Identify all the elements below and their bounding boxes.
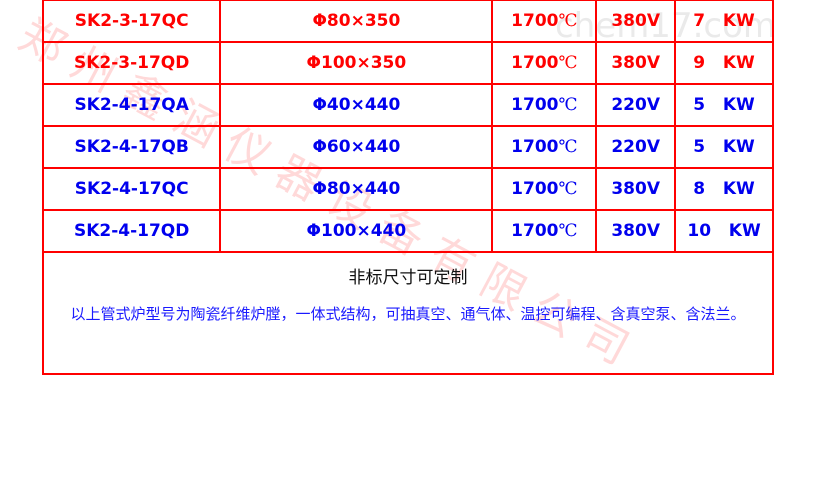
power-value: 5: [693, 137, 706, 157]
power-unit: KW: [722, 53, 755, 73]
table-row: SK2-4-17QA Φ40×440 1700℃ 220V 5 KW: [41, 83, 774, 127]
temperature-cell: 1700℃: [491, 0, 598, 43]
temperature-value: 1700: [511, 53, 559, 73]
temperature-value: 1700: [511, 11, 559, 31]
spec-table: SK2-3-17QC Φ80×350 1700℃ 380V 7 KW SK2-3-…: [41, 0, 774, 375]
temperature-unit: ℃: [558, 179, 578, 199]
power-cell: 7 KW: [674, 0, 774, 43]
voltage-cell: 220V: [595, 125, 677, 169]
temperature-cell: 1700℃: [491, 41, 598, 85]
size-cell: Φ60×440: [219, 125, 494, 169]
voltage-cell: 380V: [595, 0, 677, 43]
power-unit: KW: [722, 137, 755, 157]
table-row: SK2-4-17QC Φ80×440 1700℃ 380V 8 KW: [41, 167, 774, 211]
size-cell: Φ100×350: [219, 41, 494, 85]
power-unit: KW: [722, 179, 755, 199]
power-cell: 9 KW: [674, 41, 774, 85]
power-value: 9: [693, 53, 706, 73]
voltage-cell: 380V: [595, 41, 677, 85]
table-row: SK2-4-17QD Φ100×440 1700℃ 380V 10 KW: [41, 209, 774, 253]
table-row: SK2-3-17QD Φ100×350 1700℃ 380V 9 KW: [41, 41, 774, 85]
power-unit: KW: [728, 221, 761, 241]
note-description: 以上管式炉型号为陶瓷纤维炉膛，一体式结构，可抽真空、通气体、温控可编程、含真空泵…: [70, 305, 746, 323]
power-value: 10: [687, 221, 712, 241]
power-unit: KW: [722, 11, 755, 31]
size-cell: Φ80×440: [219, 167, 494, 211]
model-cell: SK2-4-17QD: [41, 209, 222, 253]
temperature-cell: 1700℃: [491, 209, 598, 253]
size-cell: Φ80×350: [219, 0, 494, 43]
model-cell: SK2-3-17QC: [41, 0, 222, 43]
voltage-cell: 380V: [595, 209, 677, 253]
power-cell: 5 KW: [674, 83, 774, 127]
temperature-cell: 1700℃: [491, 125, 598, 169]
temperature-cell: 1700℃: [491, 83, 598, 127]
table-row: SK2-3-17QC Φ80×350 1700℃ 380V 7 KW: [41, 0, 774, 43]
power-cell: 10 KW: [674, 209, 774, 253]
model-cell: SK2-4-17QA: [41, 83, 222, 127]
voltage-cell: 220V: [595, 83, 677, 127]
note-title: 非标尺寸可定制: [348, 268, 468, 288]
power-unit: KW: [722, 95, 755, 115]
table-row: SK2-4-17QB Φ60×440 1700℃ 220V 5 KW: [41, 125, 774, 169]
temperature-unit: ℃: [558, 11, 578, 31]
voltage-cell: 380V: [595, 167, 677, 211]
power-value: 5: [693, 95, 706, 115]
size-cell: Φ100×440: [219, 209, 494, 253]
model-cell: SK2-3-17QD: [41, 41, 222, 85]
model-cell: SK2-4-17QC: [41, 167, 222, 211]
temperature-unit: ℃: [558, 221, 578, 241]
temperature-value: 1700: [511, 137, 559, 157]
temperature-unit: ℃: [558, 53, 578, 73]
temperature-value: 1700: [511, 95, 559, 115]
temperature-unit: ℃: [558, 95, 578, 115]
note-cell: 非标尺寸可定制 以上管式炉型号为陶瓷纤维炉膛，一体式结构，可抽真空、通气体、温控…: [42, 251, 774, 375]
temperature-value: 1700: [511, 179, 559, 199]
power-cell: 5 KW: [674, 125, 774, 169]
temperature-value: 1700: [511, 221, 559, 241]
size-cell: Φ40×440: [219, 83, 494, 127]
power-value: 8: [693, 179, 706, 199]
power-cell: 8 KW: [674, 167, 774, 211]
temperature-cell: 1700℃: [491, 167, 598, 211]
temperature-unit: ℃: [558, 137, 578, 157]
power-value: 7: [693, 11, 706, 31]
model-cell: SK2-4-17QB: [41, 125, 222, 169]
